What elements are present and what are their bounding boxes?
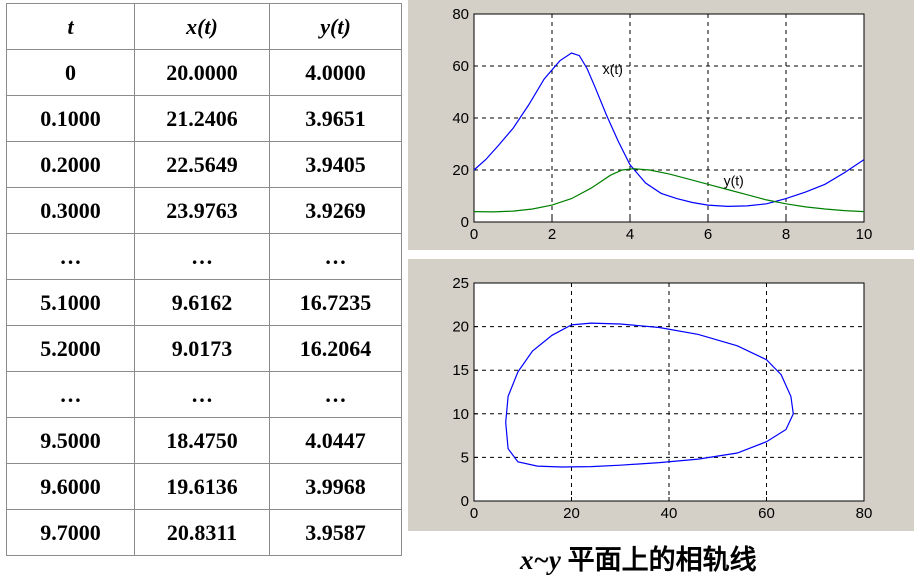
time-series-chart-panel: 0 2 4 6 8 10 0 20 40 60 80 x(t) y(t) bbox=[408, 0, 914, 250]
y-tick-label: 25 bbox=[452, 275, 469, 292]
table-cell: 19.6136 bbox=[134, 463, 270, 510]
y-tick-label: 40 bbox=[452, 110, 469, 127]
table-row: 0.3000 23.9763 3.9269 bbox=[6, 187, 402, 234]
x-tick-label: 2 bbox=[548, 226, 556, 243]
phase-plot-chart: 0 20 40 60 80 0 5 10 15 20 25 bbox=[452, 275, 873, 522]
series-line-xt bbox=[473, 52, 865, 208]
plot-frame bbox=[473, 282, 865, 502]
table-cell: … bbox=[6, 233, 135, 280]
plot-area bbox=[474, 283, 864, 501]
table-cell: 22.5649 bbox=[134, 141, 270, 188]
table-header-row: t x(t) y(t) bbox=[6, 3, 402, 50]
table-cell: 0.1000 bbox=[6, 95, 135, 142]
series-annotation: x(t) bbox=[603, 61, 623, 77]
x-tick-label: 80 bbox=[856, 505, 873, 522]
table-cell: 20.8311 bbox=[134, 509, 270, 556]
table-cell: … bbox=[134, 233, 270, 280]
y-tick-label: 0 bbox=[461, 493, 469, 510]
y-tick-label: 20 bbox=[452, 162, 469, 179]
table-row: 9.7000 20.8311 3.9587 bbox=[6, 509, 402, 556]
table-cell: 4.0000 bbox=[269, 49, 402, 96]
table-cell: 0.3000 bbox=[6, 187, 135, 234]
table-cell: 0.2000 bbox=[6, 141, 135, 188]
x-tick-label: 0 bbox=[470, 505, 478, 522]
phase-plot-caption: x~y 平面上的相轨线 bbox=[520, 538, 820, 577]
x-tick-label: 20 bbox=[563, 505, 580, 522]
table-cell: 0 bbox=[6, 49, 135, 96]
table-row: 0.2000 22.5649 3.9405 bbox=[6, 141, 402, 188]
table-row: 9.5000 18.4750 4.0447 bbox=[6, 417, 402, 464]
table-row: 9.6000 19.6136 3.9968 bbox=[6, 463, 402, 510]
y-tick-label: 80 bbox=[452, 6, 469, 23]
table-cell: 9.6162 bbox=[134, 279, 270, 326]
table-row: 5.2000 9.0173 16.2064 bbox=[6, 325, 402, 372]
table-cell: 16.7235 bbox=[269, 279, 402, 326]
table-cell: 9.0173 bbox=[134, 325, 270, 372]
table-cell: 3.9269 bbox=[269, 187, 402, 234]
table-cell: 9.5000 bbox=[6, 417, 135, 464]
y-tick-label: 5 bbox=[461, 449, 469, 466]
time-series-chart: 0 2 4 6 8 10 0 20 40 60 80 x(t) y(t) bbox=[452, 6, 873, 243]
table-cell: 4.0447 bbox=[269, 417, 402, 464]
table-cell: 3.9405 bbox=[269, 141, 402, 188]
x-tick-label: 40 bbox=[661, 505, 678, 522]
table-cell: … bbox=[6, 371, 135, 418]
plot-frame bbox=[473, 13, 865, 223]
x-tick-label: 8 bbox=[782, 226, 790, 243]
table-cell: 9.7000 bbox=[6, 509, 135, 556]
table-cell: 3.9587 bbox=[269, 509, 402, 556]
table-cell: 21.2406 bbox=[134, 95, 270, 142]
y-tick-label: 15 bbox=[452, 362, 469, 379]
phase-plot-panel: 0 20 40 60 80 0 5 10 15 20 25 bbox=[408, 259, 914, 531]
x-tick-label: 4 bbox=[626, 226, 634, 243]
table-row: 0 20.0000 4.0000 bbox=[6, 49, 402, 96]
y-tick-label: 20 bbox=[452, 319, 469, 336]
table-cell: 20.0000 bbox=[134, 49, 270, 96]
table-header-1: x(t) bbox=[134, 3, 270, 50]
table-row: 5.1000 9.6162 16.7235 bbox=[6, 279, 402, 326]
x-tick-label: 0 bbox=[470, 226, 478, 243]
data-table: t x(t) y(t) 0 20.0000 4.0000 0.1000 21.2406 3.9… bbox=[6, 3, 402, 556]
table-cell: 23.9763 bbox=[134, 187, 270, 234]
table-row: 0.1000 21.2406 3.9651 bbox=[6, 95, 402, 142]
series-line-0 bbox=[505, 322, 794, 468]
table-cell: … bbox=[269, 371, 402, 418]
x-tick-label: 60 bbox=[758, 505, 775, 522]
table-cell: … bbox=[134, 371, 270, 418]
series-annotation: y(t) bbox=[724, 173, 744, 189]
table-cell: 5.2000 bbox=[6, 325, 135, 372]
table-header-0: t bbox=[6, 3, 135, 50]
table-cell: 16.2064 bbox=[269, 325, 402, 372]
caption-variable: x~y bbox=[520, 545, 561, 575]
table-cell: 18.4750 bbox=[134, 417, 270, 464]
table-cell: … bbox=[269, 233, 402, 280]
table-header-2: y(t) bbox=[269, 3, 402, 50]
table-row: ……… bbox=[6, 371, 402, 418]
y-tick-label: 0 bbox=[461, 214, 469, 231]
x-tick-label: 6 bbox=[704, 226, 712, 243]
table-cell: 9.6000 bbox=[6, 463, 135, 510]
caption-text: 平面上的相轨线 bbox=[567, 545, 757, 576]
table-cell: 3.9968 bbox=[269, 463, 402, 510]
table-row: ……… bbox=[6, 233, 402, 280]
y-tick-label: 10 bbox=[452, 406, 469, 423]
table-cell: 5.1000 bbox=[6, 279, 135, 326]
series-line-yt bbox=[473, 168, 865, 213]
y-tick-label: 60 bbox=[452, 58, 469, 75]
table-cell: 3.9651 bbox=[269, 95, 402, 142]
x-tick-label: 10 bbox=[856, 226, 873, 243]
